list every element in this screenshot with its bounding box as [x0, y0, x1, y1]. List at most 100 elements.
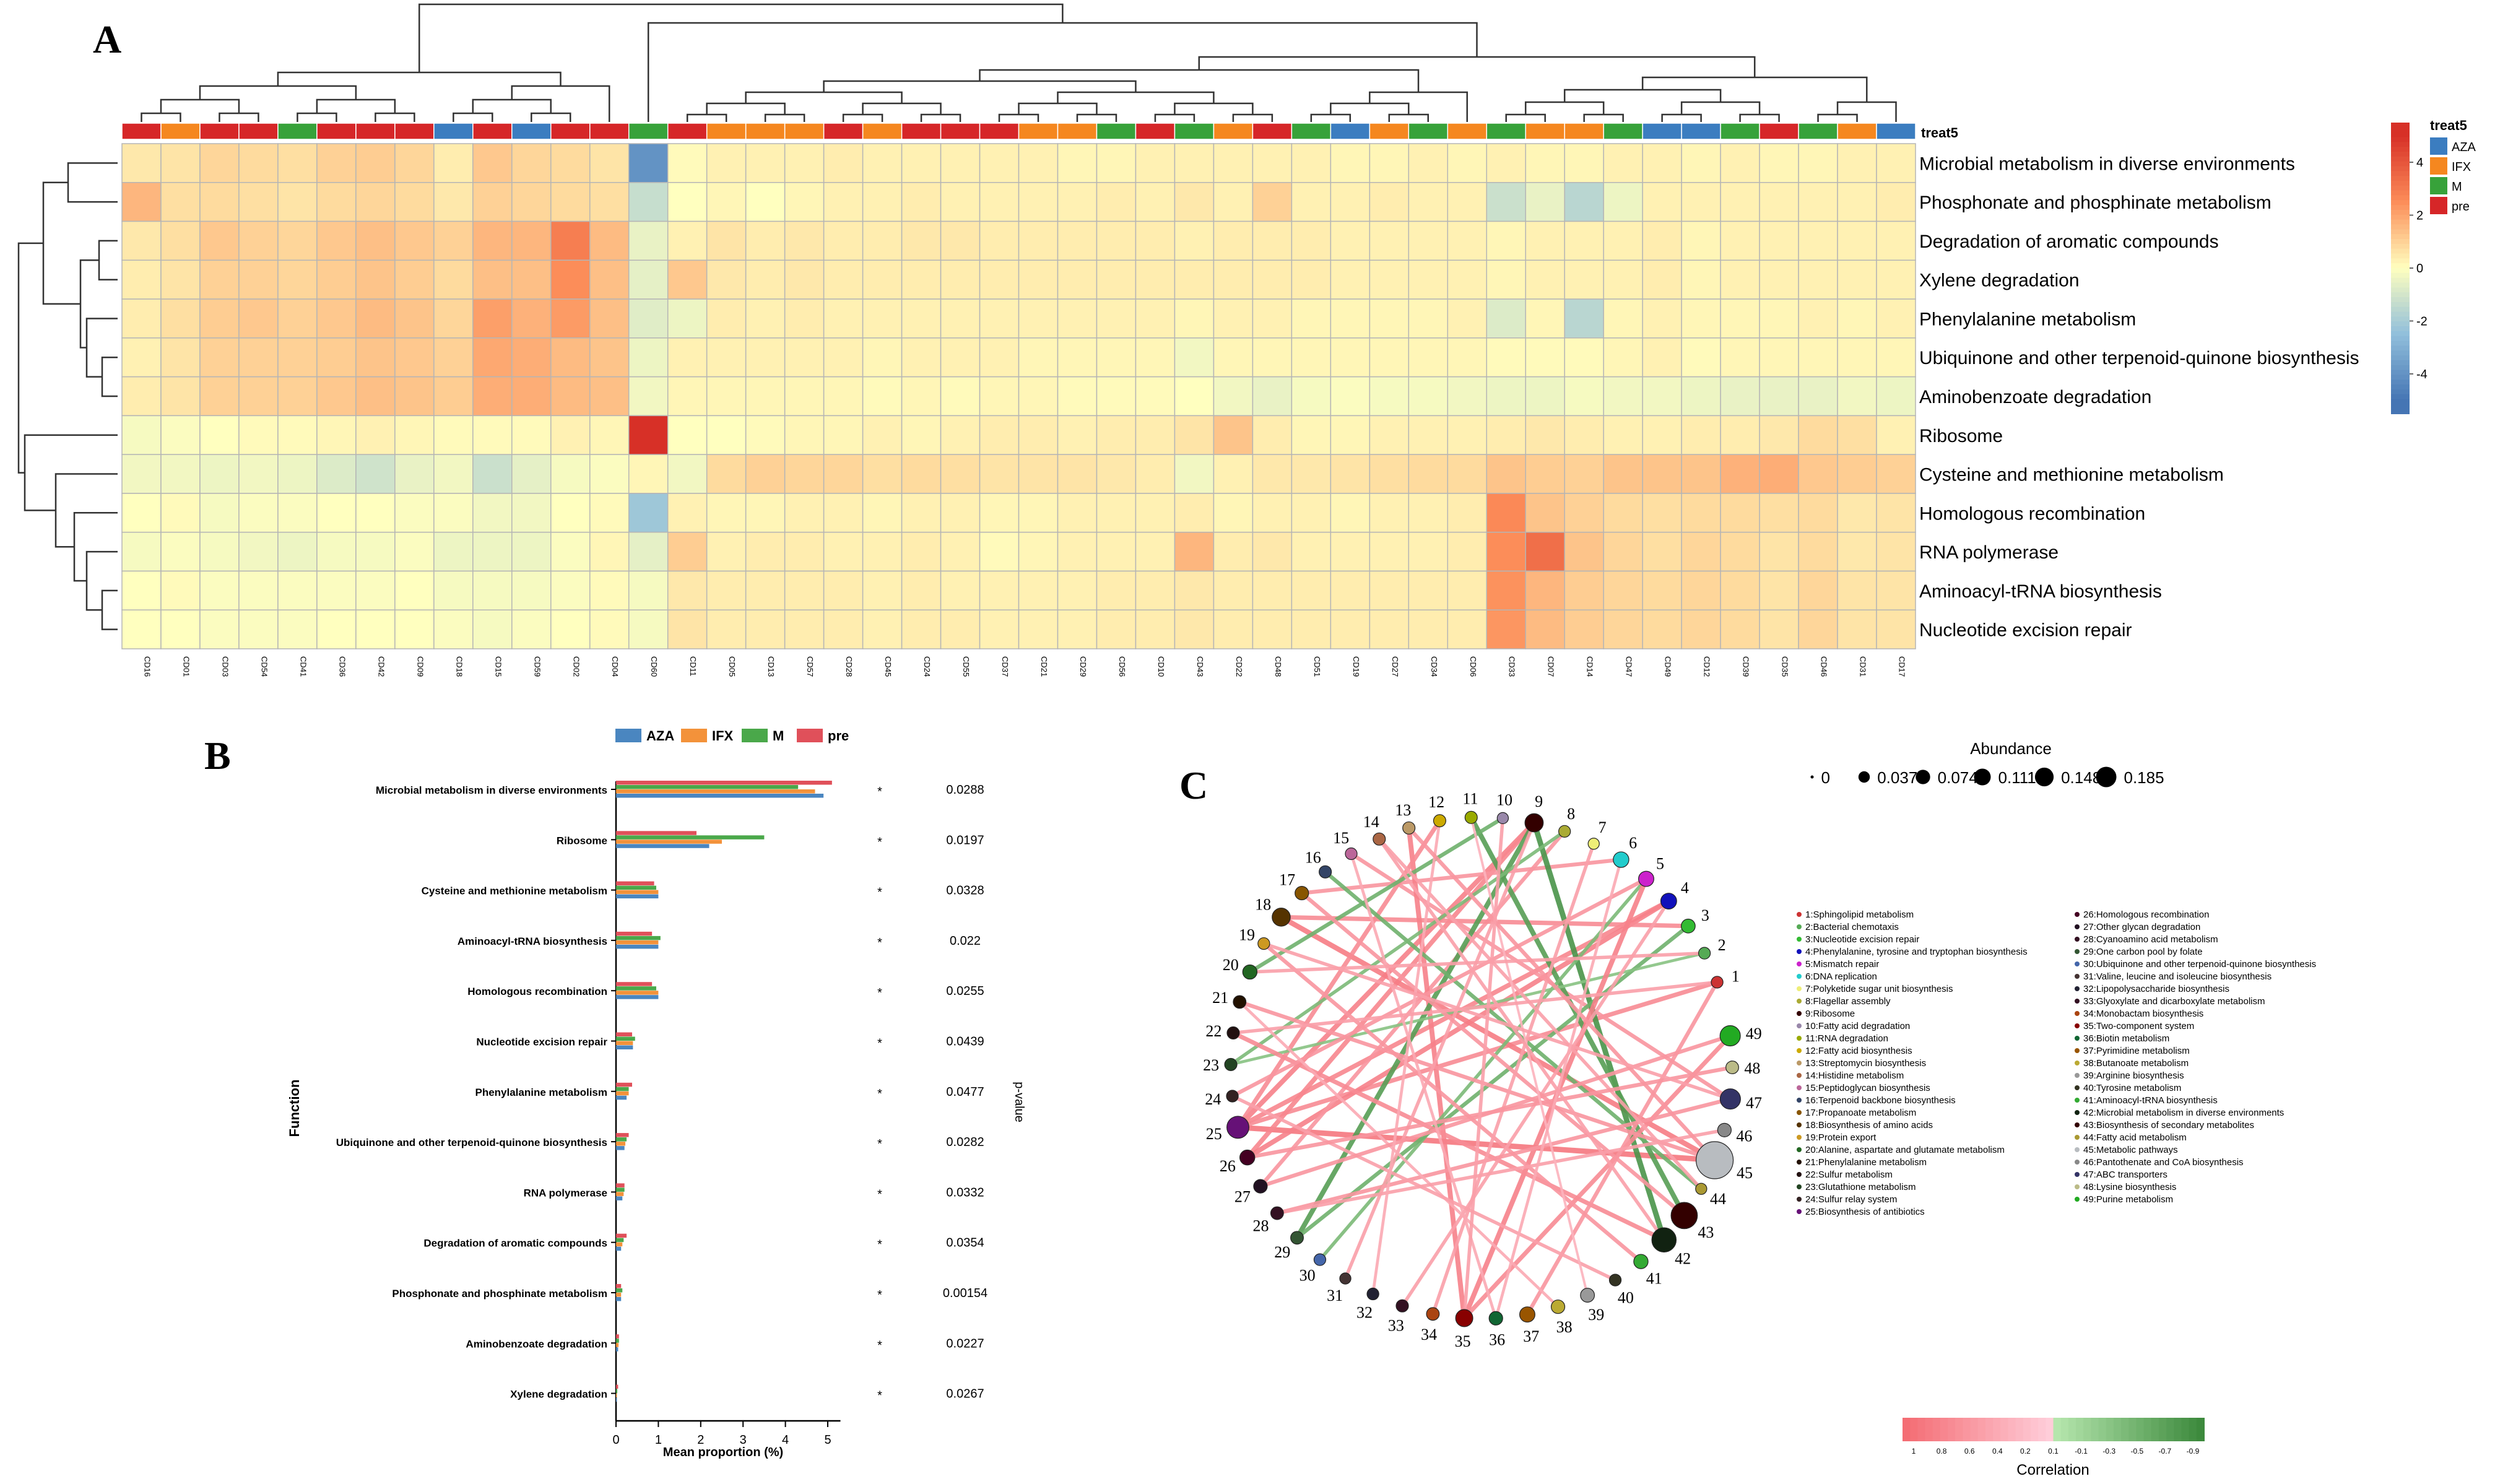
- positive-correlation-edge: [1277, 1128, 1725, 1215]
- name-legend-entry: 26:Homologous recombination: [2083, 909, 2209, 920]
- network-node-label: 27: [1234, 1188, 1251, 1206]
- colorbar-segment: [1932, 1418, 1941, 1441]
- heatmap-cell: [1096, 493, 1137, 533]
- annotation-cell-pre: [940, 123, 981, 140]
- annotation-cell-ifx: [1525, 123, 1565, 140]
- heatmap-cell: [628, 609, 669, 649]
- column-label: CD13: [766, 656, 776, 677]
- color-scale-segment: [2391, 248, 2410, 254]
- positive-correlation-edge: [1233, 980, 1717, 1035]
- network-node-label: 10: [1496, 791, 1512, 809]
- heatmap-cell: [745, 298, 786, 339]
- positive-correlation-edge: [1259, 1034, 1731, 1189]
- name-legend-entry: 21:Phenylalanine metabolism: [1805, 1157, 1927, 1168]
- bar-aza: [616, 1246, 622, 1251]
- name-legend-dot: [2075, 924, 2080, 929]
- significance-marker: *: [877, 1187, 882, 1201]
- heatmap-cell: [1798, 415, 1838, 455]
- heatmap-cell: [1876, 259, 1916, 300]
- colorbar-tick-label: -0.5: [2130, 1447, 2143, 1456]
- dendrogram-branch: [706, 102, 786, 115]
- significance-marker: *: [877, 1137, 882, 1151]
- heatmap-cell: [1057, 531, 1098, 572]
- name-legend-entry: 12:Fatty acid biosynthesis: [1805, 1046, 1912, 1056]
- heatmap-cell: [355, 259, 396, 300]
- annotation-cell-ifx: [862, 123, 903, 140]
- heatmap-cell: [1642, 376, 1682, 417]
- heatmap-cell: [940, 454, 981, 494]
- heatmap-cell: [1213, 531, 1254, 572]
- dendrogram-branch: [54, 473, 118, 548]
- heatmap-cell: [667, 143, 708, 183]
- column-label: CD04: [610, 656, 620, 677]
- name-legend-entry: 10:Fatty acid degradation: [1805, 1021, 1910, 1031]
- name-legend-entry: 13:Streptomycin biosynthesis: [1805, 1058, 1926, 1069]
- negative-correlation-edge: [1230, 830, 1566, 1066]
- heatmap-cell: [1759, 143, 1799, 183]
- annotation-cell-pre: [979, 123, 1020, 140]
- color-scale-segment: [2391, 190, 2410, 196]
- bar-pre: [616, 1334, 619, 1339]
- heatmap-cell: [550, 337, 591, 378]
- heatmap-cell: [316, 182, 357, 222]
- network-node: [1608, 1274, 1622, 1287]
- dendrogram-branch: [1505, 113, 1546, 122]
- network-node-label: 42: [1675, 1249, 1691, 1267]
- heatmap-cell: [1642, 143, 1682, 183]
- colorbar-segment: [1985, 1418, 1994, 1441]
- positive-correlation-edge: [1277, 1097, 1731, 1215]
- heatmap-cell: [1759, 376, 1799, 417]
- heatmap-cell: [277, 454, 318, 494]
- dendrogram-branch: [297, 112, 337, 122]
- heatmap-cell: [979, 220, 1020, 261]
- column-label: CD19: [1352, 656, 1361, 677]
- network-node: [1366, 1287, 1379, 1301]
- heatmap-cell: [160, 570, 201, 610]
- p-value-label: 0.0282: [946, 1135, 984, 1149]
- network-node: [1488, 1311, 1503, 1326]
- name-legend-dot: [1797, 1036, 1802, 1041]
- heatmap-cell: [1408, 182, 1449, 222]
- name-legend-entry: 1:Sphingolipid metabolism: [1805, 909, 1914, 920]
- heatmap-cell: [1486, 259, 1526, 300]
- heatmap-cell: [277, 143, 318, 183]
- heatmap-cell: [589, 182, 630, 222]
- heatmap-cell: [1408, 376, 1449, 417]
- heatmap-cell: [628, 337, 669, 378]
- network-node-label: 41: [1646, 1270, 1662, 1288]
- bar-legend-swatch-ifx: [681, 729, 707, 742]
- heatmap-cell: [628, 182, 669, 222]
- heatmap-cell: [238, 609, 279, 649]
- heatmap-cell: [316, 376, 357, 417]
- color-scale-segment: [2391, 277, 2410, 284]
- heatmap-cell: [316, 259, 357, 300]
- annotation-cell-m: [277, 123, 318, 140]
- row-label: Homologous recombination: [1919, 503, 2145, 524]
- heatmap-cell: [589, 259, 630, 300]
- name-legend-entry: 45:Metabolic pathways: [2083, 1145, 2178, 1155]
- name-legend-entry: 9:Ribosome: [1805, 1009, 1855, 1019]
- column-label: CD02: [571, 656, 581, 677]
- significance-marker: *: [877, 835, 882, 849]
- heatmap-cell: [1876, 182, 1916, 222]
- heatmap-cell: [160, 609, 201, 649]
- annotation-cell-aza: [1330, 123, 1371, 140]
- heatmap-cell: [1408, 220, 1449, 261]
- heatmap-cell: [979, 493, 1020, 533]
- heatmap-cell: [1330, 298, 1371, 339]
- heatmap-cell: [550, 570, 591, 610]
- heatmap-cell: [1330, 493, 1371, 533]
- dendrogram-branch: [1817, 113, 1858, 122]
- heatmap-cell: [1837, 376, 1877, 417]
- heatmap-cell: [121, 376, 162, 417]
- dendrogram-branch: [1018, 102, 1098, 115]
- significance-marker: *: [877, 986, 882, 1000]
- heatmap-cell: [1057, 182, 1098, 222]
- color-scale-segment: [2391, 292, 2410, 298]
- significance-marker: *: [877, 886, 882, 900]
- heatmap-cell: [1876, 454, 1916, 494]
- dendrogram-branch: [141, 112, 181, 122]
- network-node-label: 32: [1356, 1303, 1373, 1321]
- heatmap-cell: [1018, 143, 1059, 183]
